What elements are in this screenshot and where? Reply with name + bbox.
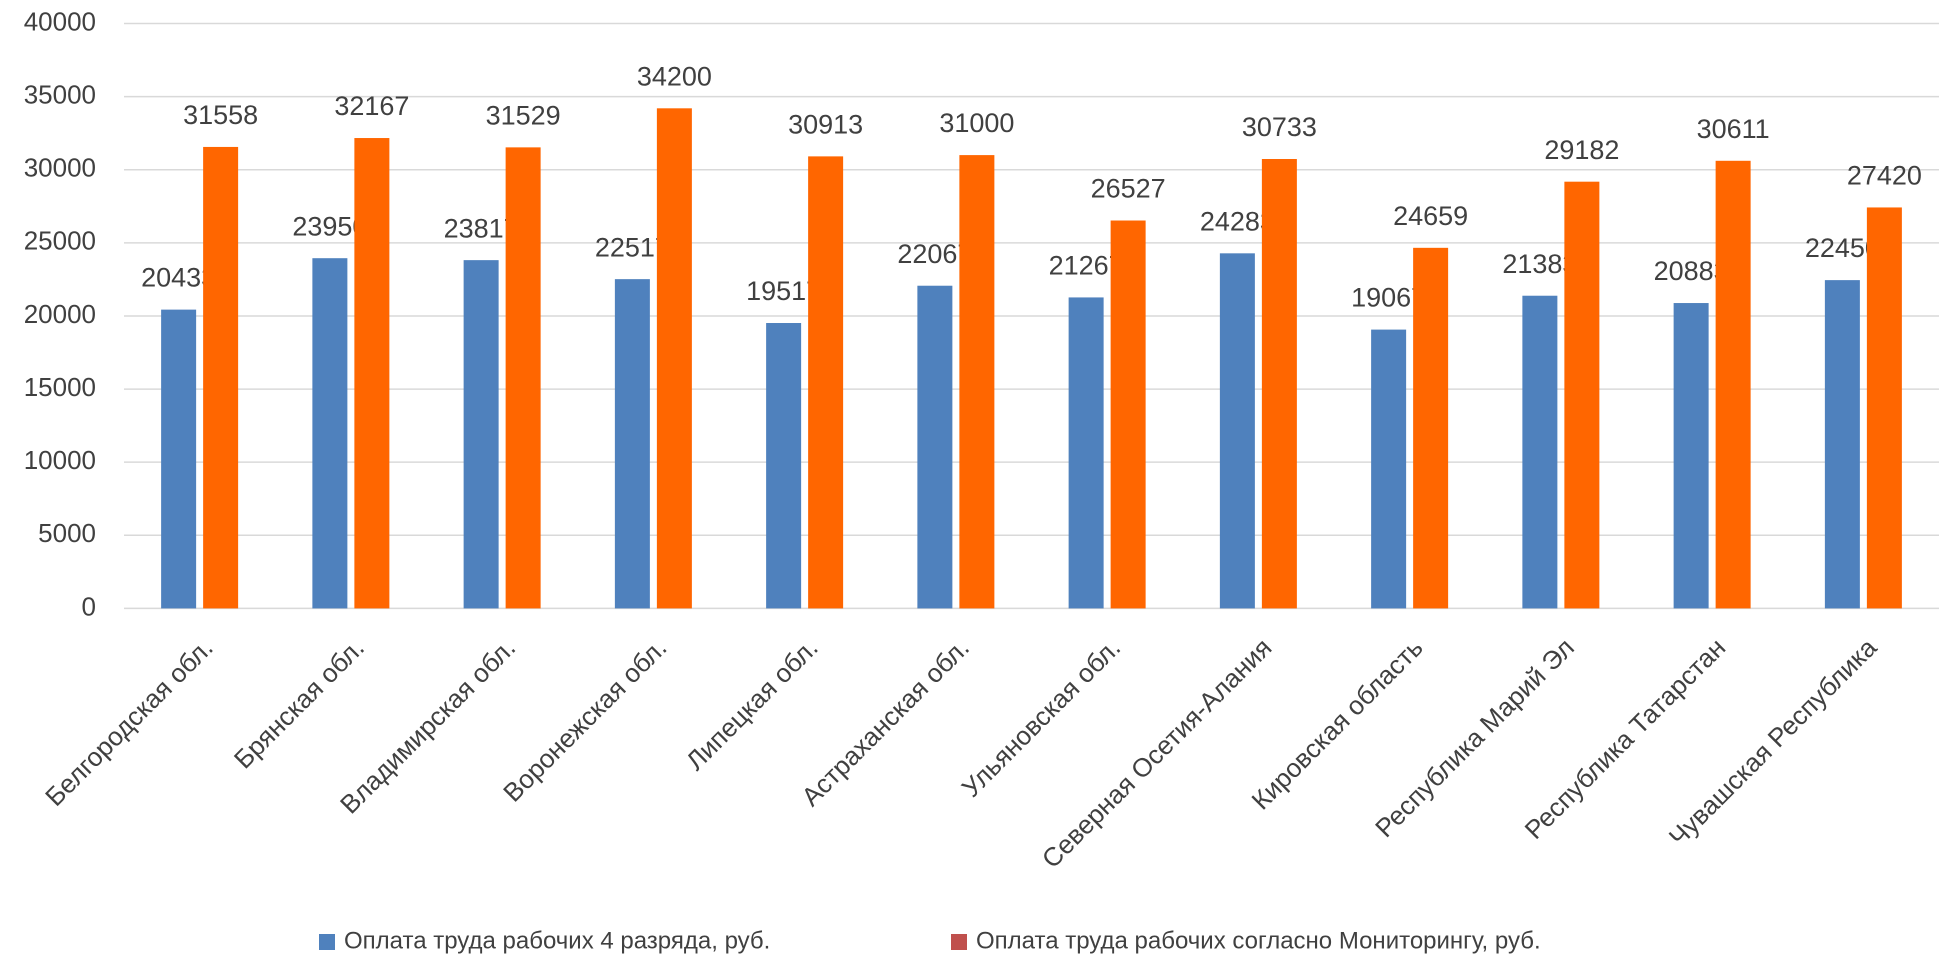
bar [1262,159,1297,608]
y-tick-label: 15000 [24,372,96,402]
x-tick-label: Воронежская обл. [497,632,672,807]
bar [203,147,238,608]
bar [1674,303,1709,608]
bar [1220,253,1255,608]
bar [959,155,994,608]
bar [766,323,801,608]
bar [1564,182,1599,609]
bar [1716,161,1751,609]
y-tick-label: 25000 [24,226,96,256]
bar [161,310,196,609]
y-tick-label: 30000 [24,153,96,183]
legend-swatch [951,934,967,950]
bar [808,156,843,608]
bar [354,138,389,608]
legend-label: Оплата труда рабочих согласно Мониторинг… [976,927,1541,954]
value-label: 31000 [939,108,1014,138]
value-label: 31529 [486,100,561,130]
x-tick-label: Белгородская обл. [39,632,219,812]
bar [917,286,952,609]
bar [1111,221,1146,609]
x-tick-label: Ульяновская обл. [956,632,1127,803]
bar [1522,296,1557,609]
value-label: 29182 [1544,135,1619,165]
y-tick-label: 10000 [24,445,96,475]
y-tick-label: 0 [82,591,96,621]
x-tick-label: Брянская обл. [228,632,370,774]
legend-label: Оплата труда рабочих 4 разряда, руб. [344,927,770,954]
y-tick-label: 5000 [38,518,96,548]
y-tick-label: 35000 [24,79,96,109]
value-label: 30733 [1242,112,1317,142]
value-label: 34200 [637,61,712,91]
bar [1825,280,1860,608]
x-tick-label: Астраханская обл. [795,632,975,812]
x-tick-label: Кировская область [1246,632,1429,815]
bar [464,260,499,608]
value-label: 26527 [1091,174,1166,204]
bar [615,279,650,608]
bar [1371,330,1406,609]
legend-swatch [319,934,335,950]
value-label: 30611 [1697,114,1770,144]
y-tick-label: 40000 [24,6,96,36]
value-label: 32167 [334,91,409,121]
value-label: 24659 [1393,201,1468,231]
bar [1069,297,1104,608]
value-label: 27420 [1847,161,1922,191]
bar [1413,248,1448,609]
bar [506,147,541,608]
value-label: 31558 [183,100,258,130]
bar [312,258,347,608]
y-tick-label: 20000 [24,299,96,329]
chart: 0 5000 10000 15000 20000 25000 30000 35000 40000… [0,0,1939,961]
x-tick-label: Липецкая обл. [680,632,824,776]
value-label: 30913 [788,109,863,139]
bar [657,108,692,608]
bar [1867,207,1902,608]
